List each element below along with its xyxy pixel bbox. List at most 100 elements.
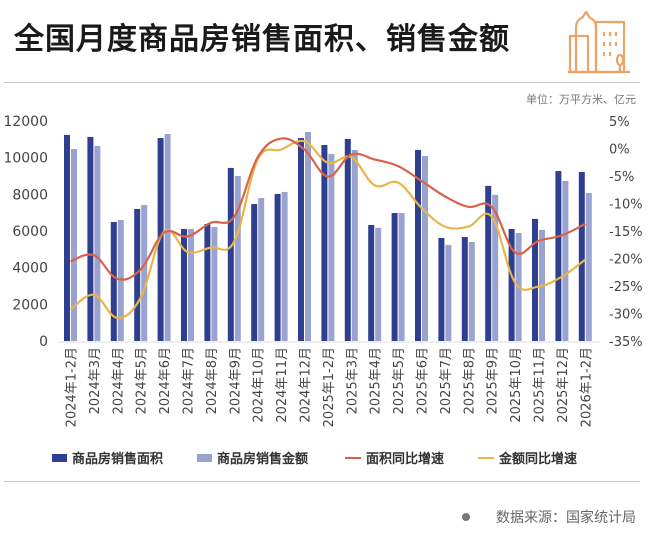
legend-item-area-line: 面积同比增速 [345, 448, 444, 467]
x-axis-tick: 2024年10月 [252, 347, 267, 423]
bar-sales-area [64, 134, 70, 341]
legend-swatch-area-growth [345, 456, 361, 459]
legend-label: 商品房销售面积 [72, 452, 164, 467]
y-axis-tick: 6000 [12, 224, 48, 240]
y-axis-tick: 4000 [12, 261, 48, 277]
footer-divider [4, 481, 640, 482]
bar-sales-amount [211, 226, 218, 341]
x-axis-tick: 2025年3月 [345, 347, 360, 414]
y2-axis-tick: -15% [609, 225, 643, 240]
bar-sales-area [134, 209, 141, 341]
bar-sales-area [251, 204, 258, 341]
bar-sales-amount [422, 156, 428, 341]
y2-axis-tick: 5% [609, 115, 630, 130]
x-axis-tick: 2025年4月 [369, 347, 384, 414]
x-axis-tick: 2026年1-2月 [579, 347, 594, 427]
bar-sales-amount [164, 134, 171, 341]
y2-axis-tick: -30% [609, 308, 643, 323]
legend-item-area-bar: 商品房销售面积 [52, 448, 163, 467]
bar-sales-area [274, 193, 281, 341]
line-area-growth [70, 137, 586, 281]
bar-sales-area [204, 224, 211, 341]
x-axis-tick: 2025年12月 [556, 347, 571, 423]
bar-sales-amount [258, 198, 265, 341]
legend-item-amount-line: 金额同比增速 [478, 448, 577, 467]
bar-sales-amount [305, 132, 311, 341]
bar-sales-amount [468, 242, 475, 341]
bar-sales-area [461, 237, 468, 341]
y-axis-tick: 8000 [12, 187, 48, 203]
y2-axis-tick: 0% [609, 143, 630, 158]
x-axis-tick: 2025年7月 [439, 347, 454, 414]
bar-sales-amount [141, 204, 148, 341]
bar-sales-area [368, 224, 375, 341]
bar-sales-area [508, 228, 515, 341]
legend-swatch-amount [197, 453, 212, 462]
bar-sales-area [298, 138, 304, 341]
x-axis-tick: 2024年8月 [205, 347, 220, 414]
unit-label: 单位：万平方米、亿元 [526, 93, 636, 106]
x-axis-tick: 2024年9月 [228, 347, 243, 414]
x-axis-tick: 2025年10月 [509, 347, 524, 423]
x-axis-tick: 2024年1-2月 [65, 347, 80, 427]
bar-sales-area [181, 228, 187, 341]
bar-sales-amount [281, 191, 288, 341]
bar-sales-amount [71, 149, 77, 341]
legend-label: 金额同比增速 [499, 452, 578, 467]
legend-swatch-amount-growth [478, 456, 494, 459]
x-axis-tick: 2024年3月 [88, 347, 103, 414]
bar-sales-amount [188, 228, 194, 341]
building-icon [568, 10, 630, 74]
bar-sales-amount [351, 149, 358, 341]
x-axis-tick: 2024年11月 [275, 347, 290, 423]
bar-sales-area [110, 222, 117, 341]
bar-sales-area [438, 237, 445, 341]
bar-sales-area [391, 213, 398, 341]
legend-label: 面积同比增速 [366, 452, 445, 467]
bar-sales-amount [562, 180, 569, 341]
bar-sales-area [321, 145, 328, 341]
x-axis-tick: 2024年7月 [182, 347, 197, 414]
bar-sales-amount [492, 194, 499, 341]
y-axis-tick: 0 [39, 334, 48, 350]
legend-item-amount-bar: 商品房销售金额 [197, 448, 308, 467]
x-axis-tick: 2024年6月 [158, 347, 173, 414]
y-axis-tick: 12000 [3, 114, 48, 130]
bar-sales-amount [375, 227, 382, 341]
bar-sales-area [415, 149, 421, 341]
bar-sales-amount [445, 244, 452, 341]
bar-sales-area [578, 171, 585, 341]
legend-swatch-area [52, 453, 67, 462]
y-axis-tick: 2000 [12, 297, 48, 313]
x-axis-tick: 2025年6月 [416, 347, 431, 414]
x-axis-tick: 2024年12月 [299, 347, 314, 423]
bar-sales-amount [94, 145, 101, 341]
source-label: 数据来源：国家统计局 [496, 510, 636, 526]
y2-axis-tick: -5% [609, 170, 634, 185]
bar-sales-amount [328, 154, 335, 341]
x-axis-tick: 2025年5月 [392, 347, 407, 414]
bar-sales-area [532, 218, 538, 341]
sales-chart: 0 2000 4000 6000 8000 10000 12000 5% 0% -5% -10% -1… [3, 114, 643, 427]
x-axis-tick: 2025年8月 [462, 347, 477, 414]
bar-sales-amount [398, 213, 405, 341]
bar-sales-amount [585, 193, 592, 341]
bar-sales-area [87, 136, 94, 341]
chart-legend: 商品房销售面积 商品房销售金额 面积同比增速 金额同比增速 [0, 448, 650, 468]
x-axis-tick: 2025年9月 [486, 347, 501, 414]
bar-sales-area [344, 138, 351, 341]
x-axis-tick: 2024年5月 [135, 347, 150, 414]
bar-sales-area [485, 185, 492, 341]
legend-label: 商品房销售金额 [217, 452, 309, 467]
y2-axis-tick: -10% [609, 198, 643, 213]
header-divider [4, 82, 640, 83]
bar-sales-area [227, 167, 234, 341]
y2-axis-tick: -20% [609, 253, 643, 268]
line-amount-growth [69, 139, 586, 320]
bullet-icon [462, 513, 470, 521]
page-title: 全国月度商品房销售面积、销售金额 [14, 22, 510, 57]
y2-axis-tick: -35% [609, 335, 643, 350]
y-axis-tick: 10000 [3, 151, 48, 167]
bar-sales-amount [234, 176, 241, 341]
bar-sales-area [555, 171, 562, 341]
